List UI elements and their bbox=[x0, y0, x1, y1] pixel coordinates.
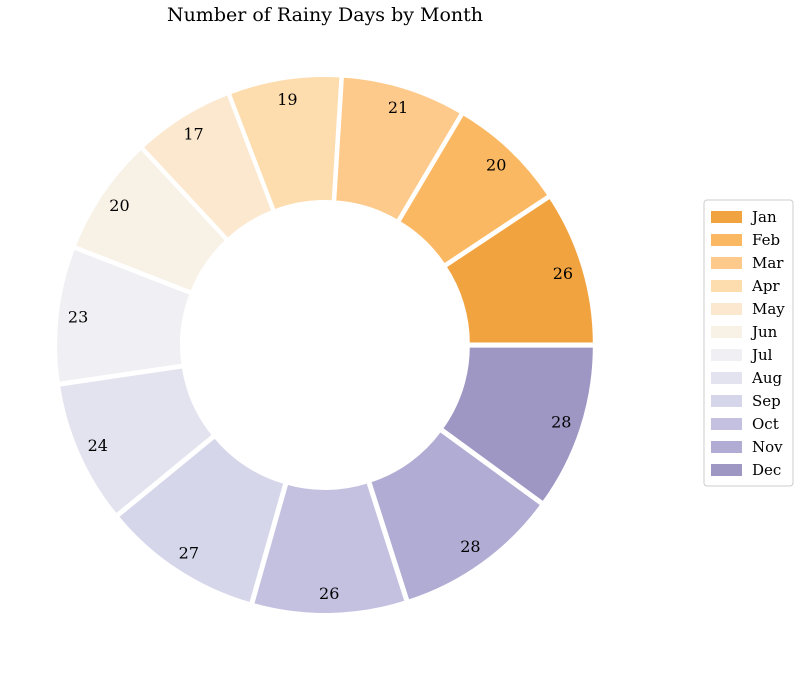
slice-nov bbox=[367, 428, 544, 604]
legend-label-dec: Dec bbox=[752, 461, 781, 479]
legend-label-mar: Mar bbox=[752, 254, 784, 272]
legend-swatch-dec bbox=[711, 464, 742, 476]
legend-swatch-jun bbox=[711, 326, 742, 338]
slice-oct bbox=[250, 479, 409, 616]
value-label-dec: 28 bbox=[551, 413, 571, 432]
legend-label-jul: Jul bbox=[750, 346, 773, 364]
value-label-jan: 26 bbox=[553, 264, 573, 283]
value-label-feb: 20 bbox=[486, 155, 506, 174]
legend-label-sep: Sep bbox=[752, 392, 781, 410]
slice-sep bbox=[115, 434, 287, 606]
legend-swatch-apr bbox=[711, 280, 742, 292]
value-label-apr: 19 bbox=[277, 90, 297, 109]
legend-swatch-jan bbox=[711, 211, 742, 223]
slice-dec bbox=[439, 344, 596, 506]
legend-swatch-nov bbox=[711, 441, 742, 453]
legend-frame bbox=[703, 199, 794, 487]
legend-swatch-aug bbox=[711, 372, 742, 384]
slice-jul bbox=[54, 246, 194, 386]
legend-swatch-sep bbox=[711, 395, 742, 407]
chart-title: Number of Rainy Days by Month bbox=[167, 4, 483, 26]
value-label-may: 17 bbox=[183, 125, 203, 144]
slice-jun bbox=[72, 146, 229, 295]
legend-label-oct: Oct bbox=[752, 415, 779, 433]
value-label-oct: 26 bbox=[319, 584, 339, 603]
legend-swatch-oct bbox=[711, 418, 742, 430]
value-label-jun: 20 bbox=[109, 196, 129, 215]
legend-swatch-jul bbox=[711, 349, 742, 361]
legend: Jan Feb Mar Apr May Jun Jul Aug Sep Oct Nov Dec bbox=[703, 199, 794, 487]
slice-mar bbox=[333, 74, 464, 224]
legend-swatch-feb bbox=[711, 234, 742, 246]
legend-label-nov: Nov bbox=[752, 438, 783, 456]
value-label-jul: 23 bbox=[68, 308, 88, 327]
slice-aug bbox=[56, 365, 216, 518]
value-label-mar: 21 bbox=[388, 98, 408, 117]
value-labels-group: 26 20 21 19 17 20 23 24 27 26 28 28 bbox=[68, 90, 573, 603]
legend-label-jun: Jun bbox=[750, 323, 778, 341]
value-label-sep: 27 bbox=[179, 543, 199, 562]
value-label-nov: 28 bbox=[460, 537, 480, 556]
legend-label-apr: Apr bbox=[751, 277, 780, 295]
legend-label-aug: Aug bbox=[751, 369, 782, 387]
value-label-aug: 24 bbox=[88, 436, 108, 455]
legend-label-feb: Feb bbox=[752, 231, 780, 249]
slice-jan bbox=[442, 194, 596, 346]
legend-swatch-may bbox=[711, 303, 742, 315]
legend-swatch-mar bbox=[711, 257, 742, 269]
legend-label-jan: Jan bbox=[750, 208, 777, 226]
slices-group bbox=[54, 74, 596, 616]
legend-label-may: May bbox=[752, 300, 785, 318]
slice-feb bbox=[396, 111, 552, 268]
